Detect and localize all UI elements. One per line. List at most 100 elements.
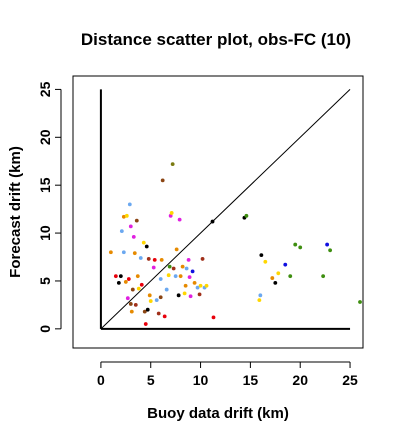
data-point-56 xyxy=(184,266,189,271)
y-tick-label-2: 10 xyxy=(37,225,53,241)
data-point-72 xyxy=(257,298,262,303)
data-point-35 xyxy=(156,311,161,316)
data-point-30 xyxy=(147,293,152,298)
data-point-20 xyxy=(135,274,140,279)
data-point-62 xyxy=(195,285,200,290)
data-point-16 xyxy=(131,235,136,239)
data-point-4 xyxy=(119,229,124,234)
data-point-86 xyxy=(358,300,362,304)
data-point-59 xyxy=(188,294,193,299)
data-point-41 xyxy=(164,287,169,292)
data-point-51 xyxy=(177,217,182,222)
data-point-43 xyxy=(167,264,172,269)
x-tick-label-1: 5 xyxy=(147,372,155,388)
data-point-17 xyxy=(132,251,137,256)
data-point-67 xyxy=(204,283,209,288)
y-tick-label-5: 25 xyxy=(37,81,53,97)
data-point-71 xyxy=(244,213,249,218)
data-point-74 xyxy=(259,253,264,257)
reference-lines xyxy=(99,89,351,330)
data-point-15 xyxy=(130,287,135,292)
plot-frame xyxy=(72,75,364,349)
data-point-55 xyxy=(183,283,188,288)
data-point-24 xyxy=(141,240,146,245)
data-point-28 xyxy=(145,307,150,312)
data-point-27 xyxy=(144,244,149,249)
data-point-33 xyxy=(152,257,157,262)
data-point-76 xyxy=(270,276,275,280)
data-point-85 xyxy=(328,248,333,253)
data-point-37 xyxy=(158,295,163,300)
data-point-81 xyxy=(293,242,298,247)
data-point-10 xyxy=(126,277,131,281)
data-point-36 xyxy=(158,277,163,281)
data-point-1 xyxy=(113,274,118,279)
data-point-82 xyxy=(298,245,303,250)
data-point-38 xyxy=(159,257,164,262)
data-point-49 xyxy=(174,247,179,252)
y-axis-label: Forecast drift (km) xyxy=(7,146,24,278)
data-point-69 xyxy=(211,315,216,320)
data-point-83 xyxy=(321,274,326,279)
data-point-84 xyxy=(325,242,330,247)
data-point-19 xyxy=(134,218,139,223)
y-tick-label-1: 5 xyxy=(37,277,53,285)
data-point-7 xyxy=(123,280,128,284)
data-point-18 xyxy=(133,303,138,307)
data-point-54 xyxy=(182,291,187,296)
data-point-75 xyxy=(263,259,268,264)
data-point-32 xyxy=(151,265,156,270)
reference-line-0 xyxy=(100,89,351,330)
data-point-13 xyxy=(128,302,133,306)
data-point-80 xyxy=(288,274,293,279)
x-axis-label: Buoy data drift (km) xyxy=(147,405,289,422)
data-point-79 xyxy=(283,262,288,267)
data-point-11 xyxy=(127,202,132,207)
data-point-42 xyxy=(166,273,171,278)
data-point-26 xyxy=(143,322,148,326)
data-point-14 xyxy=(129,309,134,314)
data-point-2 xyxy=(116,280,121,285)
data-point-8 xyxy=(124,213,129,218)
data-point-60 xyxy=(190,269,195,274)
data-point-39 xyxy=(160,178,165,183)
data-point-44 xyxy=(168,213,173,218)
data-point-64 xyxy=(198,283,203,288)
data-point-53 xyxy=(180,264,185,269)
data-point-48 xyxy=(173,274,178,279)
data-point-0 xyxy=(108,250,113,255)
x-axis: 0 5 10 15 20 25 xyxy=(97,361,358,388)
y-axis: 0 5 10 15 20 25 xyxy=(37,81,62,333)
data-point-34 xyxy=(154,298,159,303)
data-point-65 xyxy=(200,257,205,261)
data-point-57 xyxy=(186,257,191,262)
data-point-9 xyxy=(125,296,130,301)
data-point-45 xyxy=(169,211,174,215)
data-point-77 xyxy=(273,280,278,285)
x-tick-label-3: 15 xyxy=(243,372,259,388)
data-point-3 xyxy=(118,274,123,279)
data-point-25 xyxy=(142,309,147,314)
data-point-29 xyxy=(146,257,151,261)
y-tick-label-4: 20 xyxy=(37,129,53,145)
data-point-63 xyxy=(197,292,202,297)
x-tick-label-5: 25 xyxy=(342,372,358,388)
data-point-61 xyxy=(192,280,197,285)
data-point-31 xyxy=(148,299,153,303)
data-point-50 xyxy=(176,293,181,298)
y-tick-label-3: 15 xyxy=(37,177,53,193)
data-point-40 xyxy=(162,314,167,319)
y-tick-label-0: 0 xyxy=(37,325,53,333)
data-point-47 xyxy=(171,266,176,271)
data-point-68 xyxy=(210,219,215,224)
data-point-22 xyxy=(138,256,143,260)
data-point-6 xyxy=(121,214,126,219)
data-point-73 xyxy=(258,293,263,298)
data-point-52 xyxy=(178,274,183,279)
data-point-58 xyxy=(187,275,192,280)
x-tick-label-0: 0 xyxy=(97,372,105,388)
chart-title: Distance scatter plot, obs-FC (10) xyxy=(81,30,351,49)
data-points xyxy=(108,162,362,326)
data-point-12 xyxy=(128,224,133,229)
